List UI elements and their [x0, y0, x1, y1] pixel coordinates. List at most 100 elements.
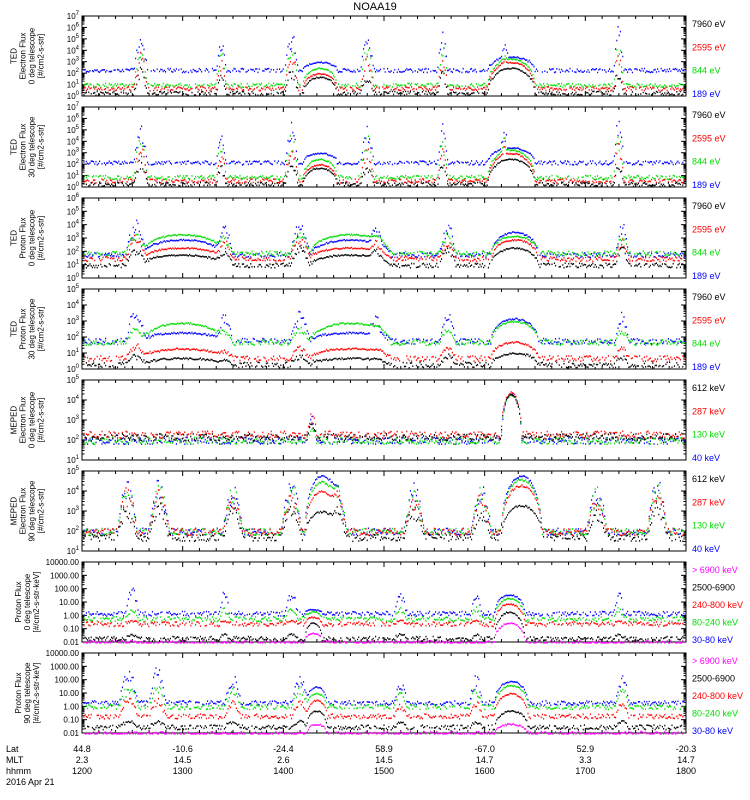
series-green-points [83, 231, 685, 257]
time-axis-value: 58.9 [375, 744, 393, 754]
y-axis-label: 90 deg telescope [23, 662, 32, 723]
y-tick-label: 107 [67, 11, 80, 21]
y-tick-label: 104 [67, 300, 80, 310]
y-tick-label: 103 [67, 148, 80, 158]
legend-entry: 189 eV [692, 271, 721, 281]
series-black-points [85, 352, 685, 369]
y-tick-label: 104 [67, 395, 80, 405]
y-axis-label: TED [10, 321, 19, 337]
y-tick-label: 1000.00 [50, 662, 79, 671]
legend-entry: 7960 eV [692, 110, 726, 120]
y-tick-label: 100 [67, 364, 80, 374]
panel-frame [81, 288, 687, 370]
y-axis-label: [#/cm2-s-str] [37, 125, 46, 169]
time-axis-value: 14.5 [174, 755, 192, 765]
series-red-points [83, 692, 684, 720]
y-axis-label: [#/cm2-s-str-keV] [32, 663, 41, 724]
y-axis-label: Electron Flux [19, 488, 28, 535]
time-axis-value: 1500 [374, 766, 394, 776]
y-tick-label: 0.01 [63, 729, 79, 738]
y-axis-label: 30 deg telescope [28, 116, 37, 177]
y-axis-label: [#/cm2-s-str-keV] [32, 572, 41, 633]
y-axis-label: 0 deg telescope [28, 209, 37, 266]
series-blue-points [83, 120, 684, 166]
y-axis-label: 0 deg telescope [28, 27, 37, 84]
legend-entry: 2595 eV [692, 315, 726, 325]
legend-entry: 30-80 keV [692, 635, 733, 645]
legend-entry: 2595 eV [692, 224, 726, 234]
legend-entry: 2595 eV [692, 133, 726, 143]
legend-entry: 2500-6900 [692, 583, 735, 593]
y-axis-label: Proton Flux [14, 673, 23, 714]
y-tick-label: 102 [67, 68, 80, 78]
legend-entry: > 6900 keV [692, 656, 738, 666]
y-tick-label: 105 [67, 34, 80, 44]
series-magenta-points [83, 622, 685, 644]
time-axis-row-label: MLT [6, 755, 24, 765]
legend-entry: 7960 eV [692, 292, 726, 302]
time-axis-value: 1600 [475, 766, 495, 776]
time-axis-row-label: Lat [6, 744, 19, 754]
time-axis-value: 14.5 [375, 755, 393, 765]
series-blue-points [83, 475, 685, 537]
series-black-points [83, 393, 685, 442]
y-axis-label: [#/cm2-s-str] [37, 34, 46, 78]
y-tick-label: 104 [67, 486, 80, 496]
series-red-points [84, 341, 685, 363]
series-blue-points [83, 26, 685, 74]
y-axis-label: [#/cm2-s-str] [37, 216, 46, 260]
y-tick-label: 103 [67, 506, 80, 516]
series-black-points [83, 245, 685, 269]
y-tick-label: 103 [67, 415, 80, 425]
series-black-points [83, 611, 685, 642]
y-tick-label: 102 [67, 526, 80, 536]
legend-entry: 40 keV [692, 544, 720, 554]
series-green-points [83, 320, 685, 347]
y-axis-label: [#/cm2-s-str] [37, 307, 46, 351]
y-axis-label: Proton Flux [19, 218, 28, 259]
y-tick-label: 101 [67, 546, 80, 556]
y-tick-label: 1000.00 [50, 571, 79, 580]
legend-entry: 240-800 keV [692, 691, 743, 701]
legend-entry: 240-800 keV [692, 600, 743, 610]
series-black-points [83, 158, 685, 188]
y-axis-label: Electron Flux [19, 397, 28, 444]
series-black-points [83, 66, 685, 97]
time-axis-row-label: hhmm [6, 766, 31, 776]
y-tick-label: 10.00 [59, 598, 80, 607]
time-axis-value: 1200 [72, 766, 92, 776]
time-axis-value: 14.7 [476, 755, 494, 765]
legend-entry: 287 keV [692, 406, 725, 416]
legend-entry: 30-80 keV [692, 726, 733, 736]
series-blue-points [83, 587, 685, 617]
time-axis-value: 1700 [575, 766, 595, 776]
legend-entry: 287 keV [692, 497, 725, 507]
y-axis-label: Electron Flux [19, 33, 28, 80]
y-axis-label: [#/cm2-s-str] [37, 398, 46, 442]
y-tick-label: 100 [67, 273, 80, 283]
legend-entry: 80-240 keV [692, 709, 738, 719]
y-tick-label: 105 [67, 466, 80, 476]
series-red-points [83, 50, 684, 92]
y-tick-label: 100.00 [55, 676, 80, 685]
y-tick-label: 104 [67, 220, 80, 230]
y-tick-label: 1.00 [63, 702, 79, 711]
legend-entry: 189 eV [692, 89, 721, 99]
legend-entry: 2595 eV [692, 42, 726, 52]
y-tick-label: 105 [67, 375, 80, 385]
panel-frame [81, 197, 687, 279]
y-axis-label: TED [10, 230, 19, 246]
y-axis-label: 0 deg telescope [23, 573, 32, 630]
y-axis-label: TED [10, 139, 19, 155]
legend-entry: > 6900 keV [692, 565, 738, 575]
y-tick-label: 0.01 [63, 638, 79, 647]
legend-entry: 844 eV [692, 66, 721, 76]
y-axis-label: MEPED [10, 406, 19, 435]
legend-entry: 844 eV [692, 157, 721, 167]
y-tick-label: 102 [67, 435, 80, 445]
y-axis-label: Proton Flux [14, 582, 23, 623]
time-axis-value: 14.7 [677, 755, 695, 765]
y-axis-label: 30 deg telescope [28, 298, 37, 359]
chart-title: NOAA19 [353, 1, 397, 13]
legend-entry: 2500-6900 [692, 674, 735, 684]
